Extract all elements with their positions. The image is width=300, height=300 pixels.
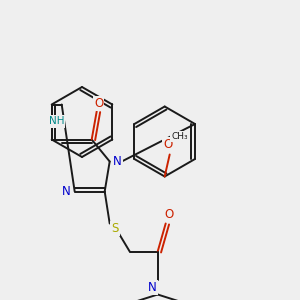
Text: O: O <box>163 138 172 151</box>
Text: S: S <box>111 222 118 235</box>
Text: NH: NH <box>49 116 64 127</box>
Text: O: O <box>94 97 103 110</box>
Text: CH₃: CH₃ <box>171 132 188 141</box>
Text: N: N <box>113 155 122 168</box>
Text: N: N <box>62 185 71 198</box>
Text: O: O <box>164 208 173 221</box>
Text: N: N <box>148 281 157 294</box>
